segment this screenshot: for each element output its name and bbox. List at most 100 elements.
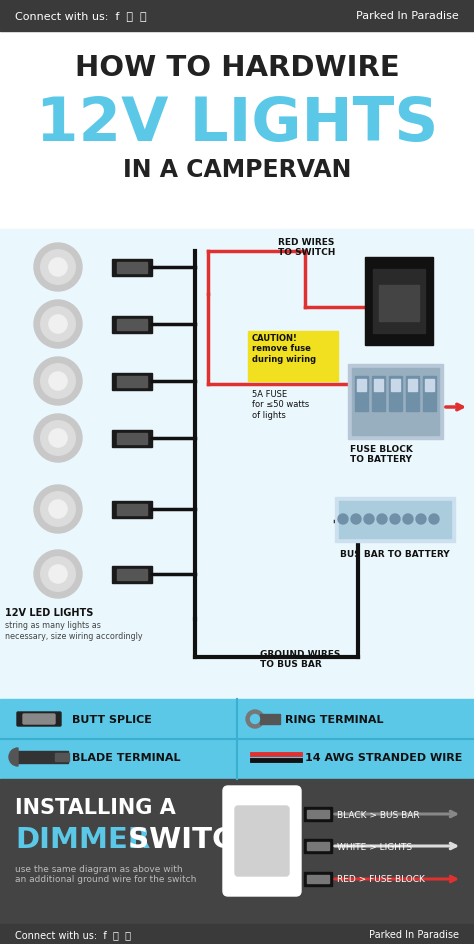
Circle shape [34, 301, 82, 348]
Bar [307, 875, 329, 883]
Bar [0, 0, 474, 32]
Circle shape [364, 514, 374, 525]
Bar [18, 751, 68, 763]
Bar [112, 565, 152, 582]
Bar [423, 377, 436, 412]
Bar [408, 379, 417, 392]
Circle shape [41, 492, 75, 527]
Bar [339, 501, 451, 538]
Bar [112, 316, 152, 333]
Bar [117, 504, 147, 515]
Circle shape [41, 250, 75, 285]
Circle shape [49, 259, 67, 277]
Wedge shape [9, 749, 18, 767]
Circle shape [351, 514, 361, 525]
Text: 14 AWG STRANDED WIRE: 14 AWG STRANDED WIRE [305, 752, 462, 762]
Bar [406, 377, 419, 412]
Text: RED > FUSE BLOCK: RED > FUSE BLOCK [337, 874, 425, 884]
Circle shape [49, 315, 67, 334]
Bar [355, 377, 368, 412]
Circle shape [34, 550, 82, 598]
Text: BLADE TERMINAL: BLADE TERMINAL [72, 752, 181, 762]
FancyBboxPatch shape [235, 806, 289, 876]
Bar [389, 377, 402, 412]
Text: necessary, size wiring accordingly: necessary, size wiring accordingly [5, 632, 143, 640]
Circle shape [34, 358, 82, 406]
Text: RING TERMINAL: RING TERMINAL [285, 715, 383, 724]
Circle shape [390, 514, 400, 525]
Text: BUS BAR TO BATTERY: BUS BAR TO BATTERY [340, 549, 450, 559]
Bar [352, 368, 439, 435]
Circle shape [246, 710, 264, 728]
Bar [304, 807, 332, 821]
Text: 12V LED LIGHTS: 12V LED LIGHTS [5, 607, 93, 617]
Text: use the same diagram as above with
an additional ground wire for the switch: use the same diagram as above with an ad… [15, 864, 196, 884]
Bar [112, 373, 152, 390]
Bar [0, 779, 474, 924]
Circle shape [49, 373, 67, 391]
Circle shape [41, 421, 75, 456]
Circle shape [338, 514, 348, 525]
Bar [307, 842, 329, 851]
Text: HOW TO HARDWIRE: HOW TO HARDWIRE [74, 54, 400, 82]
Bar [260, 715, 280, 724]
Text: INSTALLING A: INSTALLING A [15, 797, 176, 818]
Text: Parked In Paradise: Parked In Paradise [356, 11, 459, 21]
Text: string as many lights as: string as many lights as [5, 620, 101, 630]
Bar [391, 379, 400, 392]
Text: 12V LIGHTS: 12V LIGHTS [36, 95, 438, 154]
Bar [379, 286, 419, 322]
Bar [117, 376, 147, 387]
Circle shape [34, 414, 82, 463]
Bar [373, 270, 425, 333]
Bar [357, 379, 366, 392]
Bar [0, 924, 474, 944]
Circle shape [41, 364, 75, 399]
Bar [335, 497, 455, 543]
Text: RED WIRES
TO SWITCH: RED WIRES TO SWITCH [278, 238, 336, 257]
Circle shape [250, 715, 259, 724]
Bar [365, 258, 433, 346]
Bar [117, 262, 147, 273]
Bar [112, 260, 152, 277]
Circle shape [34, 244, 82, 292]
Circle shape [49, 500, 67, 518]
Circle shape [403, 514, 413, 525]
Text: BLACK > BUS BAR: BLACK > BUS BAR [337, 810, 419, 818]
FancyBboxPatch shape [17, 712, 61, 726]
Text: Connect with us:  f  ⓘ  Ⓟ: Connect with us: f ⓘ Ⓟ [15, 929, 131, 939]
Bar [374, 379, 383, 392]
Bar [117, 319, 147, 330]
Bar [117, 569, 147, 580]
Circle shape [49, 565, 67, 583]
Bar [304, 839, 332, 853]
Bar [117, 433, 147, 444]
Text: DIMMER: DIMMER [15, 825, 150, 853]
Bar [112, 430, 152, 447]
Text: GROUND WIRES
TO BUS BAR: GROUND WIRES TO BUS BAR [260, 649, 340, 668]
FancyBboxPatch shape [223, 786, 301, 896]
Text: 5A FUSE
for ≤50 watts
of lights: 5A FUSE for ≤50 watts of lights [252, 390, 309, 419]
Text: Parked In Paradise: Parked In Paradise [369, 929, 459, 939]
Circle shape [34, 485, 82, 533]
Bar [307, 810, 329, 818]
Bar [425, 379, 434, 392]
Text: SWITCH: SWITCH [118, 825, 258, 853]
Bar [0, 32, 474, 237]
Circle shape [377, 514, 387, 525]
Text: WHITE > LIGHTS: WHITE > LIGHTS [337, 842, 412, 851]
Circle shape [429, 514, 439, 525]
Bar [248, 331, 338, 381]
Bar [0, 229, 474, 700]
Bar [0, 700, 474, 779]
Circle shape [49, 430, 67, 447]
Circle shape [416, 514, 426, 525]
Bar [55, 753, 69, 761]
Bar [304, 872, 332, 886]
Text: CAUTION!
remove fuse
during wiring: CAUTION! remove fuse during wiring [252, 333, 316, 363]
Circle shape [41, 308, 75, 342]
Circle shape [41, 557, 75, 592]
Text: IN A CAMPERVAN: IN A CAMPERVAN [123, 158, 351, 182]
Bar [348, 364, 443, 440]
Text: Connect with us:  f  ⓘ  Ⓟ: Connect with us: f ⓘ Ⓟ [15, 11, 146, 21]
